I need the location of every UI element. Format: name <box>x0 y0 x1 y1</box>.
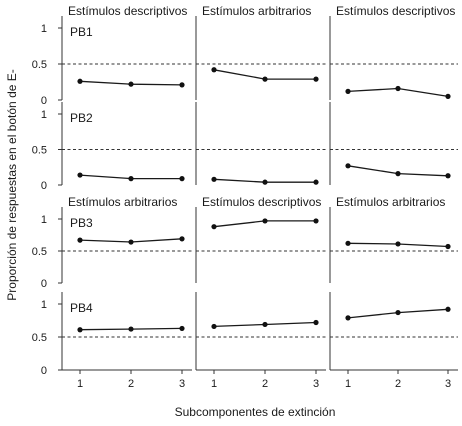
data-point <box>345 240 351 246</box>
panel-title: Estímulos descriptivos <box>336 4 455 18</box>
data-point <box>179 236 185 242</box>
data-point <box>445 243 451 250</box>
panel-title: Estímulos arbitrarios <box>202 4 311 18</box>
y-tick-label: 0 <box>41 180 47 192</box>
participant-label: PB3 <box>70 216 93 230</box>
data-point <box>77 327 83 333</box>
y-tick-label: 0 <box>41 95 47 107</box>
data-point <box>211 67 217 73</box>
panel-title: Estímulos arbitrarios <box>68 195 177 209</box>
data-point <box>262 76 268 82</box>
data-point <box>262 321 268 328</box>
participant-label: PB1 <box>70 25 93 39</box>
x-tick-label: 3 <box>313 378 319 390</box>
data-point <box>445 93 451 99</box>
data-point <box>395 241 401 247</box>
data-point <box>445 173 451 179</box>
data-point <box>128 326 134 332</box>
data-point <box>345 315 351 321</box>
y-tick-label: 0.5 <box>32 59 47 71</box>
data-point <box>211 224 217 230</box>
data-point <box>395 171 401 177</box>
data-point <box>262 179 268 185</box>
x-tick-label: 1 <box>211 378 217 390</box>
panel: Estímulos descriptivos <box>195 195 326 283</box>
data-point <box>345 163 351 169</box>
data-point <box>313 179 319 185</box>
panel: PB2 <box>58 102 192 186</box>
x-tick-label: 2 <box>395 378 401 390</box>
data-point <box>211 176 217 182</box>
x-tick-label: 2 <box>128 378 134 390</box>
data-point <box>179 325 185 332</box>
data-point <box>77 172 83 178</box>
data-point <box>179 82 185 88</box>
panel: PB4 1 2 3 <box>58 292 192 390</box>
y-tick-label: 0 <box>41 365 47 377</box>
panel: Estímulos descriptivos PB1 <box>58 4 192 101</box>
panel: Estímulos arbitrarios PB3 <box>58 195 192 284</box>
panel-title: Estímulos descriptivos <box>68 4 187 18</box>
panel <box>195 102 326 185</box>
data-point <box>313 76 319 82</box>
y-tick-label: 1 <box>41 23 47 35</box>
panel: Estímulos arbitrarios <box>329 195 458 283</box>
y-axis-label: Proporción de respuestas en el botón de … <box>5 69 19 300</box>
panel-title: Estímulos arbitrarios <box>336 195 445 209</box>
data-point <box>179 176 185 182</box>
data-point <box>128 239 134 245</box>
data-point <box>395 309 401 316</box>
x-tick-label: 3 <box>179 378 185 390</box>
data-point <box>313 319 319 326</box>
participant-label: PB2 <box>70 111 93 125</box>
data-point <box>345 88 351 94</box>
panel: Estímulos descriptivos <box>329 4 458 100</box>
participant-label: PB4 <box>70 301 93 315</box>
data-point <box>313 218 319 224</box>
panel: Estímulos arbitrarios <box>195 4 326 100</box>
data-point <box>445 306 451 312</box>
y-tick-label: 1 <box>41 214 47 226</box>
x-tick-label: 1 <box>345 378 351 390</box>
data-point <box>128 176 134 182</box>
panel-title: Estímulos descriptivos <box>202 195 321 209</box>
data-point <box>128 81 134 87</box>
y-tick-label: 1 <box>41 109 47 121</box>
data-point <box>262 218 268 224</box>
data-point <box>211 323 217 330</box>
data-point <box>77 237 83 243</box>
y-tick-label: 0.5 <box>32 246 47 258</box>
panel: 1 2 3 <box>329 292 458 390</box>
panel: 1 2 3 <box>195 292 326 390</box>
x-tick-label: 3 <box>445 378 451 390</box>
panel <box>329 102 458 185</box>
y-tick-label: 0.5 <box>32 332 47 344</box>
y-tick-label: 0.5 <box>32 145 47 157</box>
y-tick-label: 0 <box>41 278 47 290</box>
x-tick-label: 2 <box>262 378 268 390</box>
data-point <box>77 78 83 84</box>
y-tick-label: 1 <box>41 299 47 311</box>
data-point <box>395 85 401 92</box>
x-tick-label: 1 <box>77 378 83 390</box>
x-axis-label: Subcomponentes de extinción <box>175 405 336 419</box>
